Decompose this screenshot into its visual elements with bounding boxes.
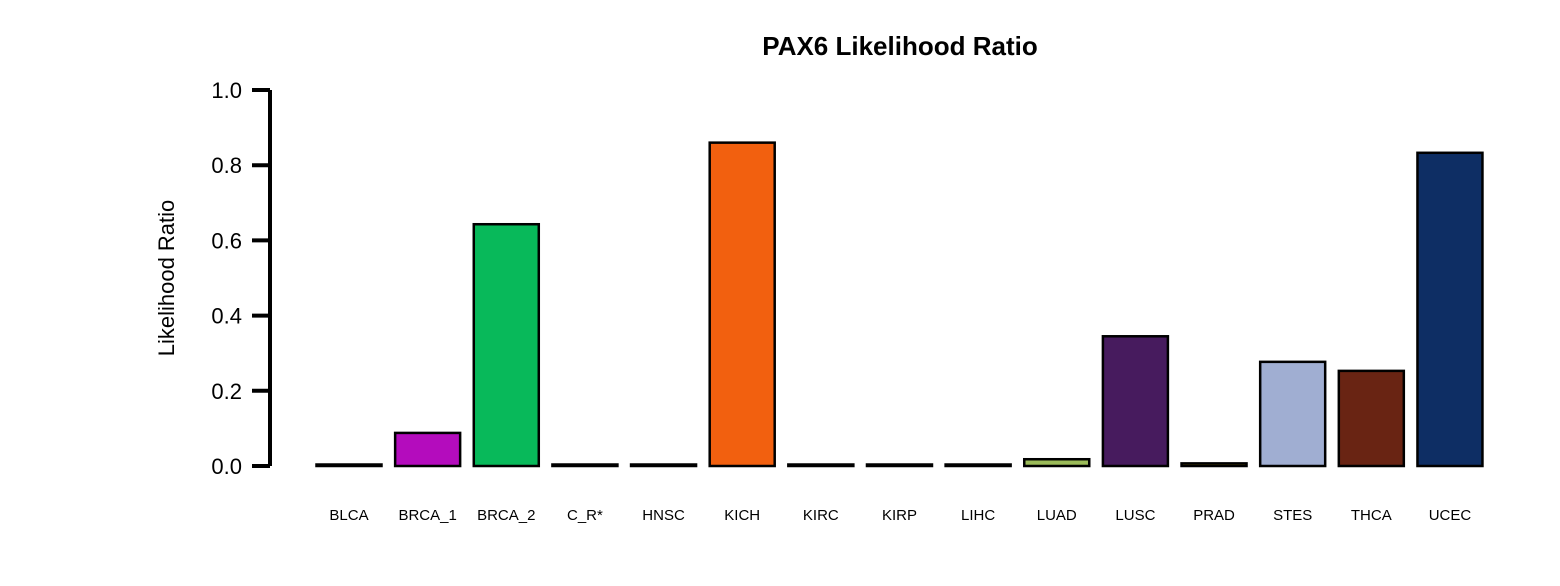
- x-tick-label: UCEC: [1429, 507, 1472, 524]
- x-tick-label: BRCA_2: [477, 507, 535, 524]
- x-axis-labels: BLCA BRCA_1 BRCA_2 C_R* HNSC KICH KIRC KIRP LIHC…: [329, 507, 1471, 524]
- y-tick-label: 0.6: [211, 228, 242, 253]
- bar-kirp: [865, 463, 934, 468]
- x-tick-label: C_R*: [567, 507, 603, 524]
- bars: [315, 141, 1484, 468]
- y-tick-label: 1.0: [211, 78, 242, 103]
- bar-c-r: [551, 463, 619, 468]
- x-tick-label: LUSC: [1115, 507, 1155, 524]
- x-tick-label: BRCA_1: [398, 507, 456, 524]
- y-axis: 0.0 0.2 0.4 0.6 0.8 1.0: [211, 78, 272, 479]
- bar-lihc: [944, 463, 1012, 468]
- x-tick-label: KIRC: [803, 507, 839, 524]
- bar-stes: [1258, 360, 1327, 468]
- bar-prad: [1180, 462, 1248, 468]
- x-tick-label: KIRP: [882, 507, 917, 524]
- chart-title: PAX6 Likelihood Ratio: [762, 31, 1037, 61]
- x-tick-label: STES: [1273, 507, 1312, 524]
- bar-brca-2: [472, 222, 541, 468]
- y-tick-label: 0.4: [211, 304, 242, 329]
- x-tick-label: HNSC: [642, 507, 685, 524]
- bar-hnsc: [629, 463, 698, 468]
- bar-thca: [1337, 369, 1406, 468]
- bar-luad: [1023, 457, 1091, 468]
- bar-kirc: [787, 463, 855, 468]
- y-tick-label: 0.2: [211, 379, 242, 404]
- x-tick-label: LIHC: [961, 507, 995, 524]
- bar-lusc: [1101, 335, 1170, 468]
- x-tick-label: BLCA: [329, 507, 368, 524]
- bar-kich: [708, 141, 776, 468]
- x-tick-label: PRAD: [1193, 507, 1235, 524]
- x-tick-label: KICH: [724, 507, 760, 524]
- y-tick-label: 0.8: [211, 153, 242, 178]
- y-axis-label: Likelihood Ratio: [154, 200, 179, 357]
- x-tick-label: THCA: [1351, 507, 1392, 524]
- bar-ucec: [1416, 151, 1484, 468]
- y-tick-label: 0.0: [211, 454, 242, 479]
- bar-brca-1: [393, 431, 462, 468]
- x-tick-label: LUAD: [1037, 507, 1077, 524]
- bar-blca: [315, 463, 383, 468]
